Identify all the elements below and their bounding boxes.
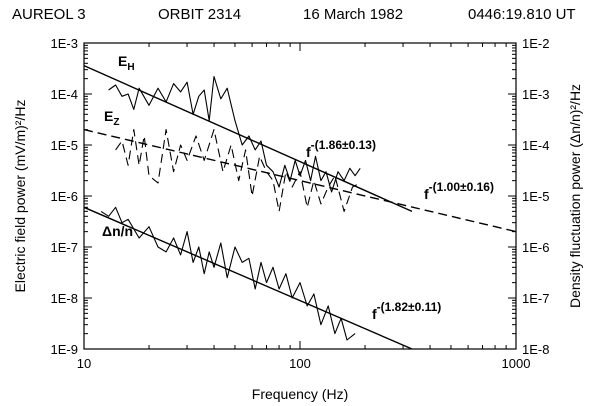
header-date: 16 March 1982 — [303, 6, 403, 23]
plot-frame — [83, 42, 517, 350]
label-density: Δn/n — [102, 223, 133, 239]
label-ez: EZ — [104, 108, 119, 128]
y-tick-label-left: 1E-8 — [51, 291, 78, 306]
series-line-1 — [108, 75, 361, 193]
fit-line-3 — [83, 206, 413, 350]
y-tick-label-right: 1E-5 — [522, 189, 549, 204]
axis-tick-labels: 10 100 1000 1E-9 1E-8 1E-7 1E-6 1E-5 1E-4 1E-3 1E-… — [51, 36, 550, 371]
y-axis-title-left: Electric field power (mV/m)²/Hz — [12, 100, 28, 293]
header-time: 0446:19.810 UT — [468, 6, 576, 23]
fit-label-3: f-(1.82±0.11) — [372, 300, 441, 322]
y-tick-label-right: 1E-3 — [522, 87, 549, 102]
y-tick-label-right: 1E-4 — [522, 138, 549, 153]
header-satellite: AUREOL 3 — [12, 6, 86, 23]
series-layer — [83, 64, 517, 350]
fit-label-2: f-(1.00±0.16) — [424, 180, 494, 202]
axis-ticks — [83, 42, 517, 350]
header-orbit: ORBIT 2314 — [158, 6, 241, 23]
y-tick-label-left: 1E-7 — [51, 240, 78, 255]
x-tick-label: 1000 — [502, 356, 531, 371]
y-tick-label-left: 1E-6 — [51, 189, 78, 204]
y-tick-label-right: 1E-7 — [522, 291, 549, 306]
fit-line-2 — [83, 128, 517, 233]
x-axis-title: Frequency (Hz) — [252, 386, 348, 402]
x-tick-label: 10 — [77, 356, 91, 371]
label-eh: EH — [118, 53, 135, 73]
y-axis-title-right: Density fluctuation power (Δn/n)²/Hz — [567, 84, 583, 308]
fit-label-1: f-(1.86±0.13) — [306, 138, 376, 160]
y-tick-label-left: 1E-3 — [51, 36, 78, 51]
y-tick-label-right: 1E-2 — [522, 36, 549, 51]
y-tick-label-left: 1E-5 — [51, 138, 78, 153]
series-line-2 — [115, 129, 361, 212]
y-tick-label-right: 1E-6 — [522, 240, 549, 255]
y-tick-label-right: 1E-8 — [522, 342, 549, 357]
y-tick-label-left: 1E-4 — [51, 87, 78, 102]
y-tick-label-left: 1E-9 — [51, 342, 78, 357]
x-tick-label: 100 — [289, 356, 311, 371]
series-line-3 — [100, 206, 356, 341]
